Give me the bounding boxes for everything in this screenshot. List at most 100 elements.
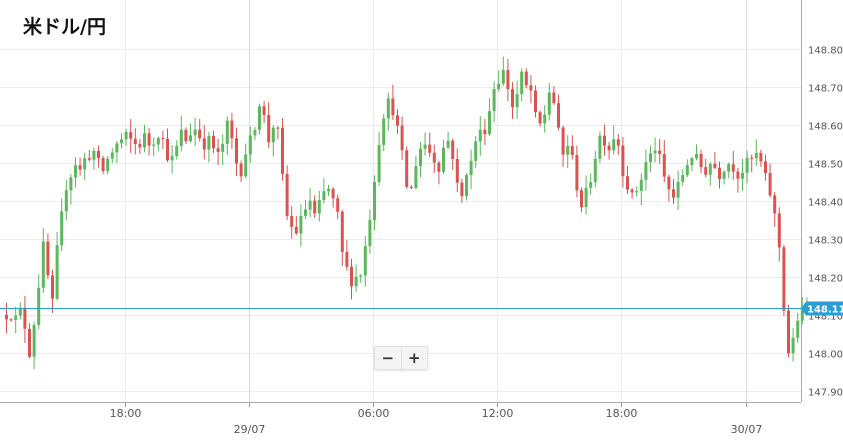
candle xyxy=(759,149,763,167)
candle xyxy=(575,145,579,198)
candle xyxy=(359,273,363,283)
candle xyxy=(672,178,675,205)
candle xyxy=(83,152,87,181)
candle xyxy=(74,157,77,188)
candle xyxy=(221,134,225,166)
candle xyxy=(179,115,183,152)
candle xyxy=(262,100,266,124)
x-tick-label: 29/07 xyxy=(234,423,266,436)
current-price-marker: 148.118 xyxy=(0,301,843,316)
candle xyxy=(69,173,73,205)
candle xyxy=(465,173,468,201)
candle xyxy=(198,119,202,142)
candle xyxy=(37,274,41,330)
x-tick-label: 18:00 xyxy=(606,407,638,420)
zoom-controls: − + xyxy=(374,346,428,370)
candle xyxy=(391,84,395,120)
candle xyxy=(170,145,174,174)
candle xyxy=(285,165,289,221)
candle xyxy=(97,145,100,168)
candle xyxy=(239,160,243,182)
candle xyxy=(386,92,390,131)
x-tick-label: 30/07 xyxy=(731,423,763,436)
candle xyxy=(46,233,50,280)
candle xyxy=(212,130,215,154)
candle xyxy=(520,68,524,102)
y-tick-label: 147.900 xyxy=(808,388,843,399)
candle xyxy=(524,68,528,89)
candle xyxy=(350,259,353,300)
candle xyxy=(152,137,156,157)
candle xyxy=(607,141,611,160)
candle xyxy=(216,138,220,165)
candle xyxy=(773,192,777,227)
axis-labels: 148.800 148.700 148.600 148.500 148.400 148.3… xyxy=(110,46,843,437)
candle xyxy=(616,133,620,155)
candle xyxy=(308,187,312,217)
candle xyxy=(437,160,441,185)
candle xyxy=(327,185,330,197)
candle xyxy=(304,200,307,220)
candle xyxy=(336,194,340,220)
zoom-out-button[interactable]: − xyxy=(381,349,395,367)
candle xyxy=(5,302,8,334)
candle xyxy=(722,170,726,185)
candle xyxy=(764,154,767,181)
candle xyxy=(745,150,749,184)
candle xyxy=(566,135,570,169)
candle xyxy=(294,215,298,235)
y-tick-label: 148.400 xyxy=(808,198,843,209)
candle xyxy=(584,175,588,215)
candle xyxy=(147,128,151,156)
candle xyxy=(290,206,294,239)
candle xyxy=(51,269,54,313)
candle xyxy=(14,306,18,334)
candle xyxy=(570,135,574,160)
candle xyxy=(244,143,248,179)
candle xyxy=(78,157,82,176)
candle xyxy=(644,149,648,191)
candle xyxy=(175,140,179,160)
candle xyxy=(561,125,565,167)
candle xyxy=(547,83,551,121)
candle xyxy=(331,186,335,208)
candle xyxy=(478,116,482,156)
candle xyxy=(497,70,501,92)
candle xyxy=(267,102,271,148)
candle xyxy=(129,119,133,153)
candle xyxy=(741,159,744,192)
candle xyxy=(796,312,800,343)
candle xyxy=(469,149,473,190)
candle xyxy=(184,127,188,145)
candle xyxy=(662,139,666,183)
y-tick-label: 148.800 xyxy=(808,46,843,57)
candle xyxy=(690,156,694,172)
candle xyxy=(133,128,137,155)
candle xyxy=(474,136,478,169)
candle xyxy=(322,178,326,204)
candle xyxy=(442,139,445,175)
candle xyxy=(603,124,606,156)
candle xyxy=(299,204,303,247)
candle xyxy=(161,130,165,149)
candle xyxy=(225,116,229,156)
candle xyxy=(202,125,206,160)
candle xyxy=(396,108,399,134)
candle xyxy=(235,127,238,176)
candle xyxy=(708,161,712,186)
y-tick-label: 148.000 xyxy=(808,350,843,361)
candle xyxy=(736,167,740,193)
candle xyxy=(460,178,464,204)
candle xyxy=(750,154,754,173)
zoom-in-button[interactable]: + xyxy=(400,347,428,369)
candle xyxy=(667,174,671,202)
y-tick-label: 148.200 xyxy=(808,274,843,285)
candle xyxy=(506,59,510,102)
candle xyxy=(409,184,413,190)
candle xyxy=(313,195,317,218)
candle xyxy=(777,207,781,262)
chart-title: 米ドル/円 xyxy=(23,16,106,38)
candle xyxy=(281,118,284,181)
candle xyxy=(612,125,616,155)
